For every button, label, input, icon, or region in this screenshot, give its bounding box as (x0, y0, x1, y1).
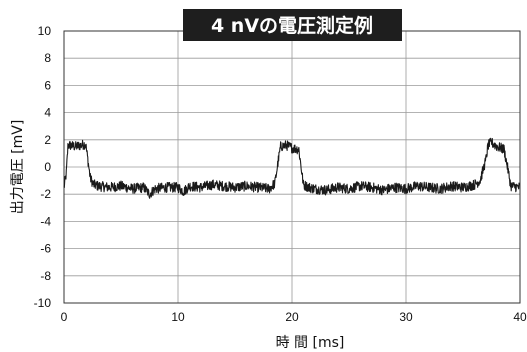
y-tick-label: -8 (40, 269, 51, 283)
y-tick-label: -4 (40, 214, 51, 228)
series-layer (63, 137, 521, 199)
series-line (63, 137, 521, 199)
x-tick-label: 30 (399, 310, 413, 324)
y-tick-label: 6 (44, 78, 51, 92)
x-axis-label: 時 間 [ms] (276, 335, 345, 351)
y-tick-label: 2 (44, 133, 51, 147)
x-tick-label: 0 (61, 310, 68, 324)
y-tick-label: 4 (44, 106, 51, 120)
title-background (183, 9, 402, 41)
chart-title: 4 nVの電圧測定例 (211, 14, 373, 37)
x-tick-label: 10 (171, 310, 185, 324)
x-tick-labels: 0 10 20 30 40 (61, 310, 527, 324)
y-tick-label: -6 (40, 242, 51, 256)
x-tick-label: 20 (285, 310, 299, 324)
grid-lines (63, 30, 521, 304)
y-tick-label: 10 (38, 24, 52, 38)
y-tick-label: -10 (34, 296, 52, 310)
y-tick-label: 0 (44, 160, 51, 174)
y-axis-label: 出力電圧 [mV] (10, 120, 26, 215)
x-tick-label: 40 (513, 310, 527, 324)
y-tick-label: -2 (40, 187, 51, 201)
y-tick-labels: -10 -8 -6 -4 -2 0 2 4 6 8 10 (34, 24, 52, 310)
y-tick-label: 8 (44, 51, 51, 65)
title-box: 4 nVの電圧測定例 (183, 9, 402, 41)
